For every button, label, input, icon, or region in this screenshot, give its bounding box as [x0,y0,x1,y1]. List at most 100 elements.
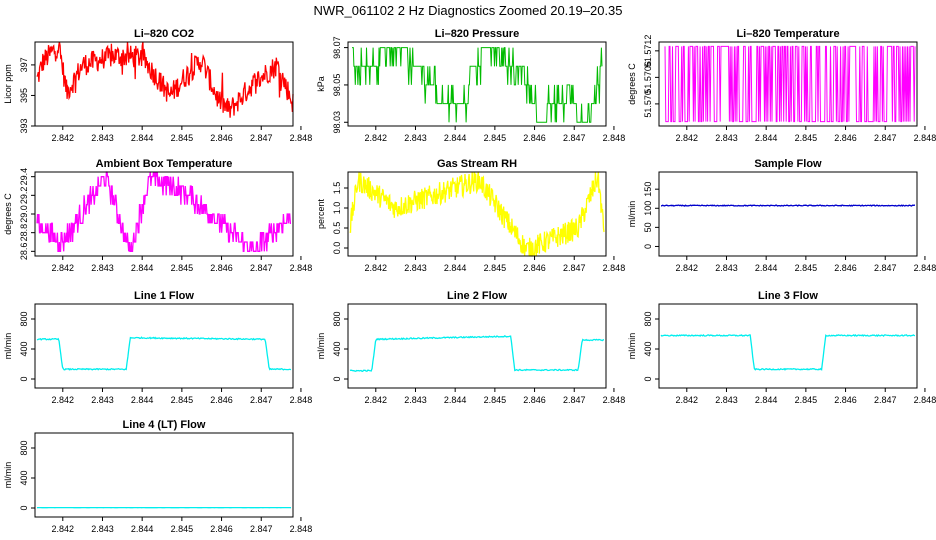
x-tick-label: 2.846 [523,263,546,273]
x-tick-label: 2.845 [484,133,507,143]
x-tick-label: 2.843 [404,395,427,405]
x-tick-label: 2.842 [52,395,75,405]
x-tick-label: 2.842 [52,263,75,273]
y-axis-label: Licor ppm [3,64,13,104]
y-axis-label: kPa [316,76,326,92]
y-tick-label: 28.6 [19,243,29,261]
x-tick-label: 2.846 [523,395,546,405]
y-axis-label: ml/min [3,462,13,489]
y-axis-label: ml/min [627,333,637,360]
x-tick-label: 2.848 [290,263,313,273]
x-tick-label: 2.844 [131,524,154,534]
x-tick-label: 2.847 [874,263,897,273]
y-tick-label: 395 [19,88,29,103]
y-axis-label: percent [316,198,326,229]
y-tick-label: 29.2 [19,187,29,205]
x-tick-label: 2.845 [171,524,194,534]
y-tick-label: 800 [19,311,29,326]
diagnostics-figure: NWR_061102 2 Hz Diagnostics Zoomed 20.19… [0,0,936,540]
y-tick-label: 400 [19,341,29,356]
y-tick-label: 50 [643,222,653,232]
x-tick-label: 2.845 [795,263,818,273]
y-tick-label: 393 [19,118,29,133]
x-tick-label: 2.848 [914,263,936,273]
x-tick-label: 2.846 [834,263,857,273]
x-tick-label: 2.848 [914,395,936,405]
x-tick-label: 2.845 [171,395,194,405]
panel-10: Line 4 (LT) Flow ml/min 2.842 2.843 2.844 2.8… [3,419,312,534]
plot-frame [35,304,293,388]
y-tick-label: 0.0 [332,242,342,255]
x-tick-label: 2.847 [563,263,586,273]
y-tick-label: 800 [643,311,653,326]
panel-4: Ambient Box Temperature degrees C 2.842 2.8… [3,158,312,273]
x-tick-label: 2.845 [484,395,507,405]
panel-9: Line 3 Flow ml/min 2.842 2.843 2.844 2.845 2.8… [627,290,936,405]
panel-3: Li–820 Temperaturedegrees C2.842 2.843 2.8… [627,28,936,143]
y-tick-label: 28.8 [19,224,29,242]
x-tick-label: 2.843 [715,263,738,273]
y-tick-label: 1.0 [332,202,342,215]
x-tick-label: 2.847 [563,395,586,405]
x-tick-label: 2.846 [523,133,546,143]
y-tick-label: 397 [19,57,29,72]
series-line [350,336,604,371]
y-tick-label: 0 [643,376,653,381]
y-tick-label: 29.0 [19,205,29,223]
x-tick-label: 2.847 [874,395,897,405]
x-tick-label: 2.846 [210,395,233,405]
plot-frame [35,433,293,517]
y-tick-label: 400 [643,341,653,356]
series-line [37,42,293,118]
x-tick-label: 2.842 [365,133,388,143]
panel-8: Line 2 Flow ml/min 2.842 2.843 2.844 2.845 2.8… [316,290,625,405]
y-tick-label: 400 [19,470,29,485]
x-tick-label: 2.845 [795,395,818,405]
panel-1: Li–820 CO2 Licor ppm 2.842 2.843 2.844 2.845 2… [3,28,312,143]
series-line [37,337,291,370]
x-tick-label: 2.848 [603,133,626,143]
x-tick-label: 2.842 [676,133,699,143]
series-line [661,205,915,206]
panel-title: Li–820 CO2 [134,28,194,40]
plot-frame [659,172,917,256]
y-tick-label: 29.4 [19,168,29,186]
panel-title: Li–820 Pressure [435,28,519,40]
y-tick-label: 98.03 [332,111,342,134]
x-tick-label: 2.846 [210,524,233,534]
x-tick-label: 2.844 [131,263,154,273]
series-line [350,172,604,256]
x-tick-label: 2.843 [715,133,738,143]
y-tick-label: 0 [19,505,29,510]
x-tick-label: 2.843 [91,263,114,273]
y-tick-label: 100 [643,201,653,216]
panel-title: Line 2 Flow [447,290,507,302]
x-tick-label: 2.845 [484,263,507,273]
x-tick-label: 2.844 [755,395,778,405]
x-tick-label: 2.844 [131,133,154,143]
y-tick-label: 150 [643,182,653,197]
series-line [37,172,291,251]
y-axis-label: ml/min [316,333,326,360]
y-tick-label: 0 [19,376,29,381]
x-tick-label: 2.844 [755,133,778,143]
y-axis-label: degrees C [3,193,13,235]
x-tick-label: 2.844 [444,133,467,143]
panel-5: Gas Stream RH percent 2.842 2.843 2.844 2.845… [316,158,625,273]
panel-2: Li–820 Pressure kPa 2.842 2.843 2.844 2.845 2.… [316,28,625,143]
y-tick-label: 800 [19,440,29,455]
x-tick-label: 2.842 [676,395,699,405]
x-tick-label: 2.847 [250,263,273,273]
y-tick-label: 0.5 [332,222,342,235]
x-tick-label: 2.845 [171,133,194,143]
x-tick-label: 2.843 [404,263,427,273]
x-tick-label: 2.848 [914,133,936,143]
y-tick-label: 800 [332,311,342,326]
y-axis-label: ml/min [627,201,637,228]
x-tick-label: 2.842 [365,395,388,405]
x-tick-label: 2.848 [290,395,313,405]
x-tick-label: 2.845 [171,263,194,273]
x-tick-label: 2.843 [404,133,427,143]
panel-title: Gas Stream RH [437,158,517,170]
panel-title: Line 4 (LT) Flow [123,419,206,431]
